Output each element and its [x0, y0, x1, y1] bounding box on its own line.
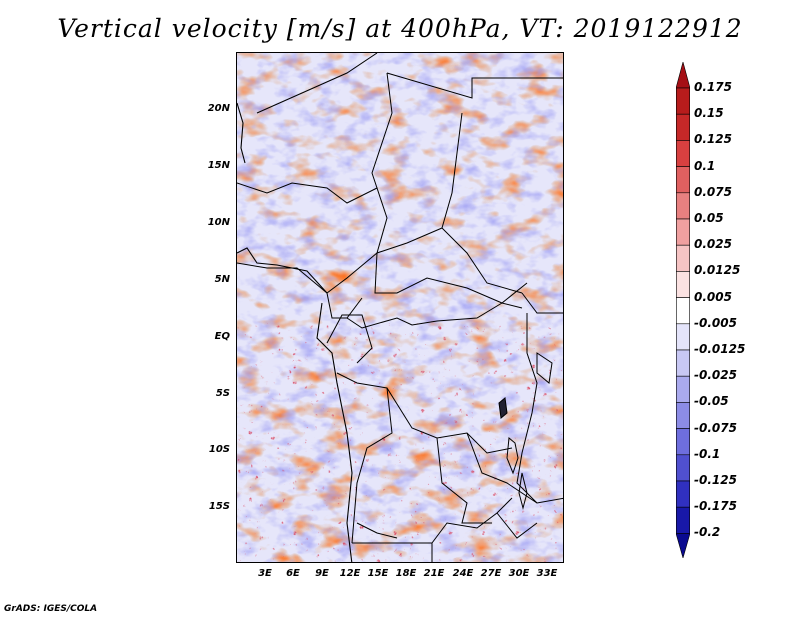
colorbar-min-arrow [676, 533, 690, 558]
lat-label: 15S [208, 501, 230, 512]
lat-label: 5N [214, 274, 230, 285]
colorbar-swatch [676, 323, 690, 351]
colorbar-label: -0.125 [694, 473, 737, 487]
coastline [237, 102, 353, 562]
colorbar-max-arrow [676, 62, 690, 89]
lon-label: 9E [315, 568, 329, 579]
colorbar-swatch [676, 192, 690, 220]
lon-label: 21E [423, 568, 445, 579]
lon-label: 33E [536, 568, 558, 579]
colorbar-label: 0.075 [694, 184, 732, 199]
lon-label: 6E [286, 568, 300, 579]
colorbar-swatch [676, 454, 690, 482]
colorbar-swatch [676, 271, 690, 298]
colorbar-swatch [676, 480, 690, 508]
colorbar-swatch [676, 506, 690, 534]
colorbar-swatch [676, 428, 690, 456]
map-plot-area [236, 52, 564, 563]
lon-label: 18E [395, 568, 417, 579]
colorbar-label: -0.05 [694, 394, 729, 409]
lat-label: 20N [207, 103, 230, 114]
colorbar-label: 0.05 [694, 211, 724, 225]
map-title: Vertical velocity [m/s] at 400hPa, VT: 2… [57, 14, 743, 43]
colorbar-label: -0.005 [694, 315, 737, 330]
colorbar-label: -0.175 [694, 499, 737, 514]
lakes [498, 352, 553, 510]
colorbar-label: -0.2 [694, 525, 721, 540]
colorbar-swatch [676, 166, 690, 194]
colorbar-label: -0.1 [694, 446, 721, 461]
lon-label: 30E [508, 568, 530, 579]
colorbar-label: 0.125 [694, 132, 732, 147]
colorbar-swatch [676, 402, 690, 429]
lat-label: 5S [215, 388, 230, 399]
colorbar-swatch [676, 218, 690, 246]
colorbar-swatch [676, 375, 690, 403]
colorbar-swatch [676, 244, 690, 272]
colorbar-label: -0.075 [694, 420, 737, 435]
lat-label: 10S [208, 444, 230, 455]
lon-label: 27E [480, 568, 502, 579]
colorbar-swatch [676, 113, 690, 141]
colorbar-label: 0.175 [694, 80, 732, 94]
colorbar [676, 62, 690, 558]
colorbar-swatch [676, 140, 690, 167]
colorbar-label: -0.025 [694, 368, 737, 383]
lon-label: 3E [258, 568, 272, 579]
lat-label: 15N [207, 160, 230, 171]
colorbar-label: 0.0125 [694, 263, 741, 278]
lon-label: 15E [367, 568, 389, 579]
colorbar-label: 0.1 [694, 158, 716, 173]
grads-credit: GrADS: IGES/COLA [4, 604, 98, 614]
colorbar-label: -0.0125 [694, 342, 746, 356]
lon-label: 24E [452, 568, 474, 579]
colorbar-label: 0.025 [694, 237, 732, 252]
colorbar-label: 0.005 [694, 289, 732, 304]
country-borders [237, 53, 563, 562]
colorbar-swatch [676, 297, 690, 325]
colorbar-label: 0.15 [694, 106, 724, 121]
lon-label: 12E [339, 568, 361, 579]
colorbar-swatch [676, 87, 690, 115]
lat-label: 10N [207, 217, 230, 228]
lat-label: EQ [214, 331, 230, 342]
colorbar-swatch [676, 349, 690, 377]
velocity-field [237, 53, 563, 562]
